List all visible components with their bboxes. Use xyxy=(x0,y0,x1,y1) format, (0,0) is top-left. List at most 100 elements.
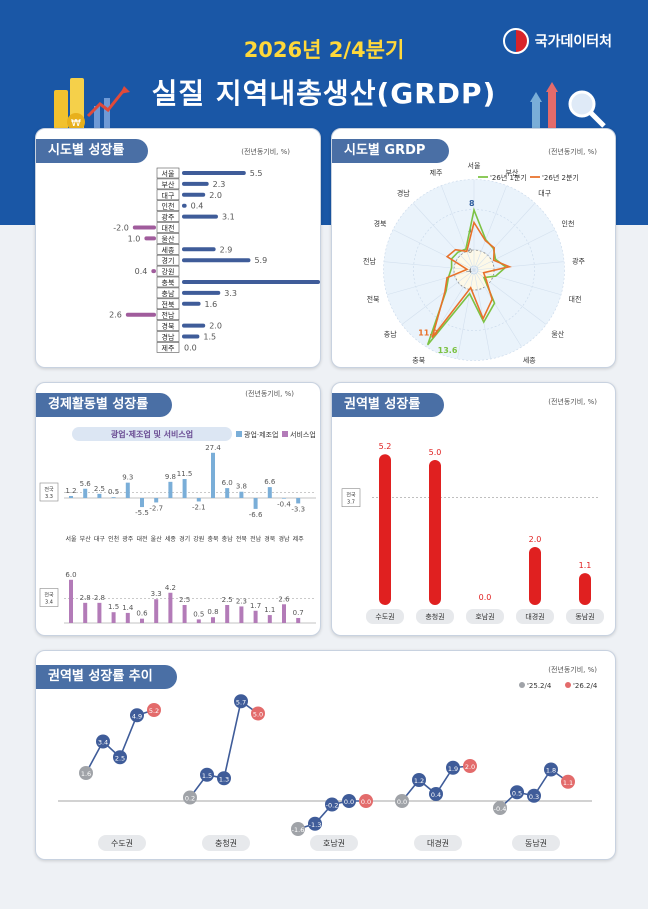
category-label: 강원 xyxy=(193,535,204,543)
trend-point-label: 1.6 xyxy=(81,770,91,778)
radar-category-label: 울산 xyxy=(551,329,564,338)
data-label: 2.5 xyxy=(222,596,233,604)
category-box xyxy=(156,331,180,342)
category-label: 충청권 xyxy=(425,612,444,621)
category-label: 강원 xyxy=(162,267,175,276)
data-label: 2.8 xyxy=(94,594,105,602)
category-pill xyxy=(310,835,358,851)
national-label: 전국 xyxy=(44,486,54,493)
trend-point-label: 1.1 xyxy=(563,779,573,787)
trend-point xyxy=(429,787,443,801)
national-value: 3.7 xyxy=(347,500,355,506)
data-label: 2.9 xyxy=(220,245,233,254)
category-label: 동남권 xyxy=(525,838,547,848)
data-label: 3.3 xyxy=(151,590,162,598)
trend-point xyxy=(510,785,524,800)
category-box xyxy=(156,211,180,222)
bar xyxy=(196,498,201,502)
trend-point xyxy=(147,703,161,717)
trend-point-label: 1.8 xyxy=(546,767,556,775)
data-label: 3.8 xyxy=(236,483,247,491)
econ-growth-panel: 경제활동별 성장률 (전년동기비, %) 광업·제조업 및 서비스업 광업·제조업… xyxy=(35,382,321,636)
bar xyxy=(154,498,159,503)
legend-swatch xyxy=(236,431,242,437)
bar xyxy=(182,203,187,208)
category-label: 제주 xyxy=(293,535,305,543)
bar xyxy=(239,491,244,498)
bar xyxy=(182,334,200,339)
radar-spoke xyxy=(473,261,564,271)
category-label: 대경권 xyxy=(427,838,449,848)
bar xyxy=(429,460,441,605)
bar xyxy=(182,181,209,186)
category-label: 제주 xyxy=(162,344,175,352)
region-trend-chart: '25.2/4 '26.2/4 1.6 3.4 2.5 4.9 5.2 수도권 0.2 1.5 1.… xyxy=(58,682,598,851)
category-label: 경남 xyxy=(278,535,290,543)
data-label: 2.5 xyxy=(179,596,190,604)
category-label: 충남 xyxy=(162,289,175,298)
page-subtitle: 2026년 2/4분기 xyxy=(243,38,405,62)
legend-marker xyxy=(519,682,525,688)
data-label: 1.1 xyxy=(579,561,592,570)
org-logo: 국가데이터처 xyxy=(502,28,612,54)
data-label: 0.0 xyxy=(479,593,492,602)
category-label: 호남권 xyxy=(475,612,494,621)
trend-point xyxy=(359,794,373,808)
radar-spoke xyxy=(473,203,535,271)
radar-ring-label: -4 xyxy=(466,268,472,275)
data-label: 5.9 xyxy=(254,256,267,265)
trend-point xyxy=(493,801,507,815)
bar xyxy=(253,498,258,509)
data-label: 9.8 xyxy=(165,473,176,481)
bar xyxy=(196,619,201,623)
category-label: 인천 xyxy=(162,202,175,211)
data-label: 1.6 xyxy=(205,300,218,309)
radar-category-label: 전북 xyxy=(367,295,380,304)
radar-category-label: 전남 xyxy=(363,256,376,265)
bar xyxy=(111,612,116,623)
trend-point xyxy=(325,797,339,812)
trend-point xyxy=(183,790,197,805)
national-badge xyxy=(39,588,59,607)
bar xyxy=(182,290,221,295)
radar-category-label: 서울 xyxy=(468,161,481,170)
trend-point xyxy=(308,816,322,831)
trend-point xyxy=(234,694,248,709)
data-label: 9.3 xyxy=(122,474,133,482)
data-label: 1.4 xyxy=(122,604,134,612)
category-pill xyxy=(366,609,404,624)
trend-point-label: 1.2 xyxy=(414,777,424,785)
data-label: 0.4 xyxy=(135,267,148,276)
trend-point xyxy=(291,822,305,836)
sido-grdp-title: 시도별 GRDP xyxy=(332,139,450,163)
category-pill xyxy=(512,835,560,851)
bar xyxy=(168,481,173,498)
trend-point xyxy=(251,706,265,721)
trend-point-label: 1.5 xyxy=(202,772,212,780)
data-label: 2.6 xyxy=(278,595,290,603)
trend-point xyxy=(395,794,409,808)
category-box xyxy=(156,189,180,201)
bar xyxy=(125,612,130,623)
legend-label: '26년 1분기 xyxy=(490,173,527,182)
sido-grdp-chart: 서울부산대구인천광주대전울산세종경기강원충북충남전북전남경북경남제주40-4'2… xyxy=(363,161,586,364)
trend-point-label: 2.5 xyxy=(115,754,125,762)
category-label: 호남권 xyxy=(323,838,345,848)
trend-point xyxy=(446,760,460,775)
trend-point-label: -0.4 xyxy=(494,805,507,813)
data-label: 0.8 xyxy=(207,608,218,616)
national-value: 3.3 xyxy=(45,494,53,500)
trend-point-label: -0.2 xyxy=(326,802,339,810)
bar xyxy=(182,192,206,197)
data-label: 3.1 xyxy=(222,213,235,222)
trend-point-label: 2.0 xyxy=(465,763,475,771)
category-label: 대구 xyxy=(162,192,175,200)
econ-growth-unit: (전년동기비, %) xyxy=(245,390,294,398)
trend-point xyxy=(544,762,558,777)
radar-spoke xyxy=(473,185,507,271)
category-label: 전북 xyxy=(162,300,175,309)
radar-category-label: 제주 xyxy=(430,169,443,177)
legend-label: '26.2/4 xyxy=(573,682,598,690)
category-label: 대구 xyxy=(94,535,106,543)
svg-text:₩: ₩ xyxy=(71,118,81,129)
